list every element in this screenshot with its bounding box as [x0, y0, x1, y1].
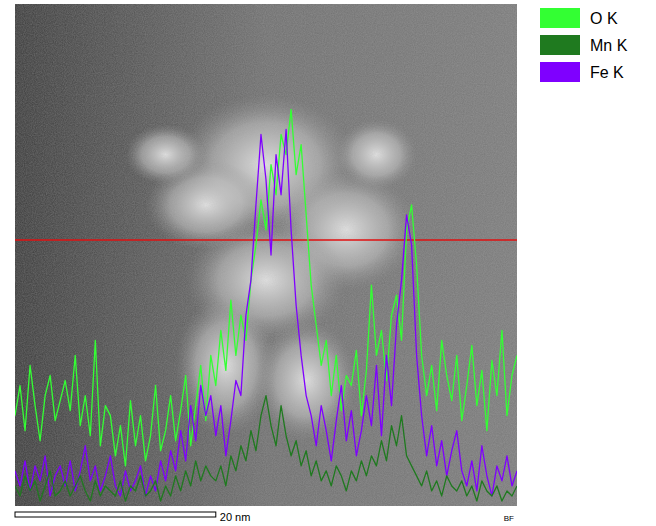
legend-swatch	[540, 8, 580, 28]
series-line	[15, 396, 517, 501]
scan-line	[15, 239, 517, 241]
scale-bar	[15, 512, 216, 517]
noise	[15, 4, 517, 506]
legend-label: Mn K	[590, 37, 628, 54]
legend-swatch	[540, 35, 580, 55]
scale-label: 20 nm	[220, 511, 251, 523]
figure: O K Mn K Fe K 20 nm BF	[0, 0, 656, 526]
series-line	[15, 109, 517, 465]
series-line	[15, 130, 517, 496]
series-group	[15, 109, 517, 501]
legend-swatch	[540, 62, 580, 82]
micrograph	[15, 4, 517, 506]
legend-label: Fe K	[590, 64, 624, 81]
legend-label: O K	[590, 10, 618, 27]
annotation: BF	[504, 514, 514, 523]
